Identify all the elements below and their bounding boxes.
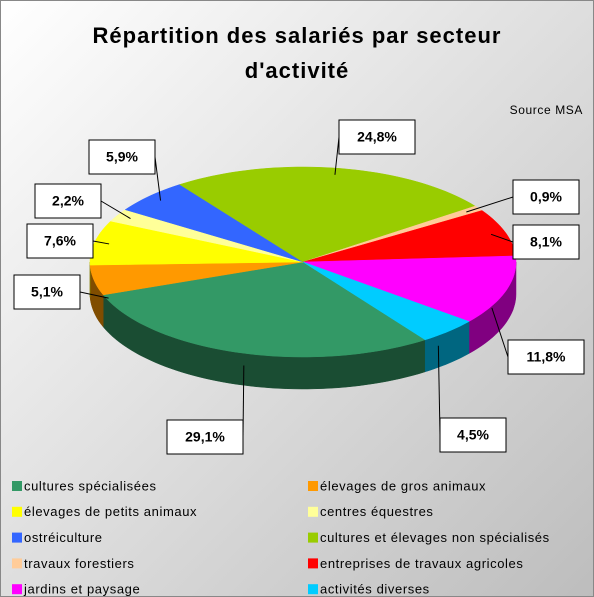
pie-slice: [89, 261, 304, 296]
label-box: [13, 274, 81, 310]
legend-label: cultures spécialisées: [24, 478, 157, 493]
data-label: 29,1%: [185, 429, 225, 445]
data-label: 11,8%: [527, 349, 566, 365]
legend-label: élevages de petits animaux: [24, 504, 197, 519]
leader-line: [334, 136, 340, 175]
legend-label: activités diverses: [320, 582, 430, 597]
legend-label: centres équestres: [320, 504, 434, 519]
legend-swatch: [12, 481, 22, 491]
chart-title: Répartition des salariés par secteur d'a…: [92, 23, 502, 83]
legend-swatch: [308, 532, 318, 543]
data-label: 7,6%: [44, 233, 76, 249]
pie-slice: [302, 255, 517, 322]
legend-label: jardins et paysage: [23, 582, 140, 597]
data-label: 2,2%: [52, 193, 84, 209]
legend-label: ostréiculture: [24, 530, 103, 545]
label-box: [34, 183, 102, 219]
leader-line: [491, 307, 509, 358]
data-label: 5,9%: [106, 149, 138, 165]
legend-swatch: [12, 584, 22, 595]
label-box: [512, 179, 580, 215]
legend-swatch: [308, 584, 318, 595]
label-box: [26, 223, 94, 259]
pie-slice: [102, 261, 426, 358]
pie-slice: [89, 220, 304, 266]
legend-label: élevages de gros animaux: [320, 478, 486, 493]
data-label: 5,1%: [31, 284, 63, 300]
leader-line: [92, 240, 110, 245]
legend-label: entreprises de travaux agricoles: [320, 556, 523, 571]
leader-line: [79, 291, 109, 299]
data-label: 8,1%: [530, 234, 562, 250]
legend-label: travaux forestiers: [24, 556, 135, 571]
label-box: [166, 419, 244, 455]
legend-label: cultures et élevages non spécialisés: [320, 530, 550, 545]
legend-swatch: [308, 481, 318, 491]
label-box: [507, 339, 585, 375]
leader-line: [466, 196, 514, 213]
data-label: 0,9%: [530, 189, 562, 205]
data-label: 24,8%: [357, 129, 397, 145]
legend-swatch: [12, 558, 22, 569]
legend-swatch: [308, 558, 318, 569]
source: Source MSA: [510, 103, 583, 117]
leader-line: [154, 156, 162, 201]
data-label: 4,5%: [457, 427, 489, 443]
label-box: [338, 119, 416, 155]
label-box: [88, 139, 156, 175]
pie-slice: [179, 166, 476, 263]
label-box: [512, 224, 580, 260]
leader-line: [100, 200, 131, 220]
label-box: [439, 417, 507, 453]
legend-swatch: [12, 532, 22, 543]
legend-swatch: [308, 506, 318, 517]
pie-slice: [124, 184, 304, 263]
legend-swatch: [12, 506, 22, 517]
pie-slice: [302, 261, 470, 341]
leader-line: [490, 233, 514, 243]
